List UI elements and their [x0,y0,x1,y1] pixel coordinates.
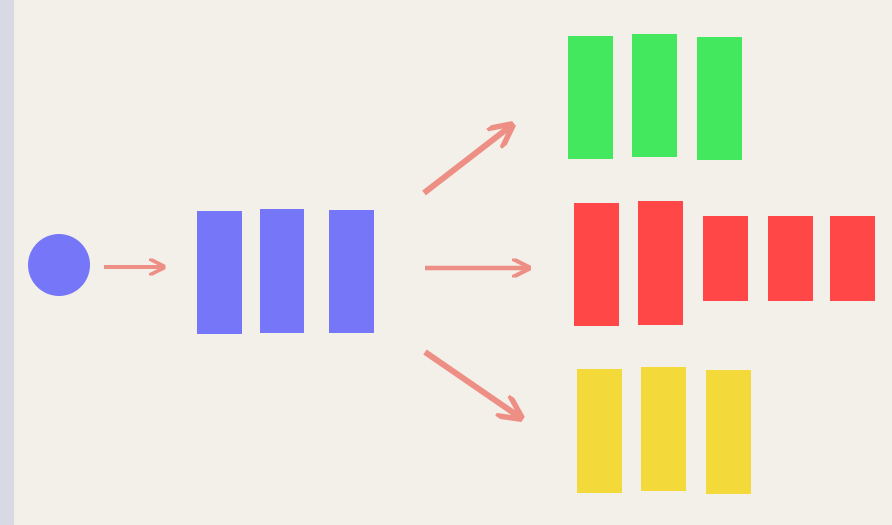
top-branch-bar [632,34,677,157]
bottom-branch-bar [641,367,686,491]
arrows-layer [104,0,892,525]
diagram-canvas [14,0,892,525]
middle-branch-bar [830,216,875,301]
top-branch-bar [697,37,742,160]
middle-branch-bar [768,216,813,301]
arrow-stage-to-top [422,125,512,196]
bottom-branch-bar [706,370,751,494]
arrow-stage-to-bottom [423,349,521,418]
top-branch-bar [568,36,613,159]
source-circle [28,234,90,296]
bottom-branch-bar [577,369,622,493]
middle-branch-bar [703,216,748,301]
stage-bar [329,210,374,333]
stage-bar [260,209,304,333]
middle-branch-bar [574,203,619,326]
middle-branch-bar [638,201,683,325]
stage-bar [197,211,242,334]
